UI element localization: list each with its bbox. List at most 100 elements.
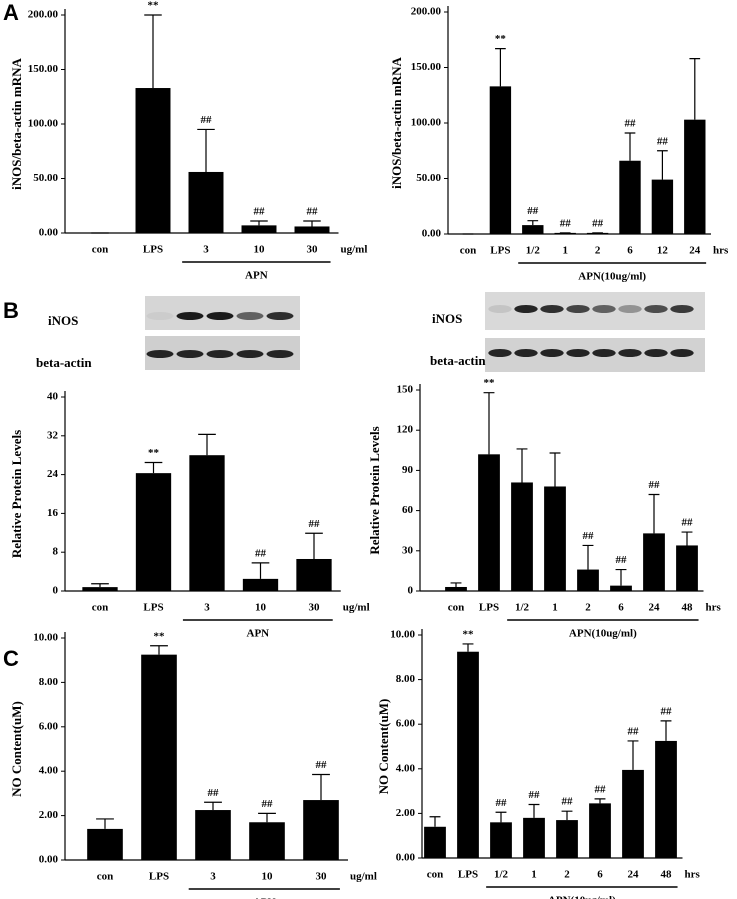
panel-label: B bbox=[3, 298, 19, 323]
error-bar bbox=[689, 58, 701, 120]
bar bbox=[619, 160, 641, 234]
annotation: ** bbox=[463, 628, 475, 640]
error-bar bbox=[660, 720, 672, 741]
blot-band bbox=[176, 312, 204, 320]
x-tick-label: 3 bbox=[204, 602, 210, 614]
annotation: ## bbox=[583, 530, 595, 542]
x-tick-label: 6 bbox=[597, 869, 603, 881]
x-tick-label: con bbox=[92, 244, 109, 256]
x-tick-label: 1/2 bbox=[494, 869, 509, 881]
y-tick-label: 200.00 bbox=[411, 6, 442, 18]
y-tick-label: 50.00 bbox=[33, 172, 58, 184]
annotation: ## bbox=[307, 206, 319, 218]
bar bbox=[490, 822, 512, 858]
bar bbox=[457, 651, 479, 858]
group-label: APN bbox=[245, 270, 268, 282]
error-bar bbox=[681, 531, 693, 546]
bar bbox=[87, 828, 123, 860]
y-axis-label: iNOS/beta-actin mRNA bbox=[389, 56, 404, 188]
x-tick-label: LPS bbox=[149, 871, 169, 883]
blot-band bbox=[618, 349, 642, 357]
x-tick-label: LPS bbox=[490, 245, 510, 257]
x-tick-label: 3 bbox=[210, 871, 216, 883]
annotation: ** bbox=[495, 33, 507, 45]
y-tick-label: 100.00 bbox=[411, 117, 442, 129]
error-bar bbox=[258, 812, 276, 823]
bar bbox=[242, 578, 279, 591]
annotation: ## bbox=[254, 206, 266, 218]
y-tick-label: 0.00 bbox=[39, 854, 59, 866]
y-tick-label: 90 bbox=[402, 464, 414, 476]
annotation: ## bbox=[255, 547, 267, 559]
y-tick-label: 120 bbox=[397, 424, 414, 436]
blot-band bbox=[236, 350, 264, 358]
unit-label: ug/ml bbox=[350, 871, 377, 883]
bar bbox=[424, 826, 446, 858]
error-bar bbox=[594, 798, 606, 804]
error-bar bbox=[312, 773, 330, 801]
blot-band bbox=[540, 305, 564, 313]
x-tick-label: 10 bbox=[255, 602, 267, 614]
blot-band bbox=[566, 305, 590, 313]
bar bbox=[522, 225, 544, 234]
y-tick-label: 4.00 bbox=[39, 765, 59, 777]
error-bar bbox=[198, 433, 216, 456]
bar bbox=[544, 486, 566, 591]
y-axis-label: iNOS/beta-actin mRNA bbox=[9, 57, 24, 189]
y-axis-label: NO Content(uM) bbox=[376, 699, 391, 795]
unit-label: ug/ml bbox=[341, 244, 368, 256]
bar bbox=[296, 558, 332, 591]
error-bar bbox=[429, 816, 441, 827]
unit-label: hrs bbox=[706, 602, 722, 614]
group-label: APN(10ug/ml) bbox=[569, 628, 637, 640]
y-tick-label: 8.00 bbox=[39, 676, 59, 688]
annotation: ## bbox=[560, 217, 572, 229]
y-tick-label: 8.00 bbox=[396, 673, 416, 685]
unit-label: ug/ml bbox=[343, 602, 370, 614]
y-tick-label: 100.00 bbox=[28, 118, 59, 130]
blot-label: iNOS bbox=[432, 311, 462, 326]
annotation: ## bbox=[262, 798, 274, 810]
blot-band bbox=[514, 305, 538, 313]
error-bar bbox=[197, 128, 215, 172]
y-tick-label: 200.00 bbox=[28, 9, 59, 21]
x-tick-label: LPS bbox=[143, 244, 163, 256]
x-tick-label: 2 bbox=[585, 602, 591, 614]
blot-band bbox=[592, 305, 616, 313]
annotation: ## bbox=[527, 205, 539, 217]
blot-band bbox=[540, 349, 564, 357]
error-bar bbox=[495, 48, 506, 87]
y-tick-label: 10.00 bbox=[390, 629, 415, 641]
annotation: ## bbox=[529, 789, 541, 801]
x-tick-label: 48 bbox=[661, 869, 673, 881]
group-label: APN(10ug/ml) bbox=[578, 271, 646, 283]
bar bbox=[651, 179, 674, 234]
group-label: APN(10ug/ml) bbox=[548, 895, 616, 899]
x-tick-label: con bbox=[448, 602, 465, 614]
annotation: ## bbox=[649, 479, 661, 491]
error-bar bbox=[303, 220, 321, 227]
annotation: ## bbox=[201, 114, 213, 126]
error-bar bbox=[516, 448, 528, 483]
blot-band bbox=[670, 349, 694, 357]
error-bar bbox=[657, 150, 668, 180]
error-bar bbox=[144, 461, 163, 474]
x-tick-label: 2 bbox=[564, 869, 570, 881]
group-label: APN bbox=[253, 897, 276, 899]
bar bbox=[135, 88, 171, 233]
x-tick-label: con bbox=[460, 245, 477, 257]
blot-band bbox=[176, 350, 204, 358]
y-tick-label: 0 bbox=[408, 585, 414, 597]
annotation: ** bbox=[154, 630, 166, 642]
x-tick-label: 2 bbox=[595, 245, 601, 257]
error-bar bbox=[462, 643, 474, 652]
group-label: APN bbox=[247, 628, 270, 640]
blot-band bbox=[566, 349, 590, 357]
blot-band bbox=[206, 350, 234, 358]
blot-band bbox=[206, 312, 234, 320]
blot-band bbox=[644, 305, 668, 313]
x-tick-label: 1 bbox=[552, 602, 558, 614]
bar bbox=[643, 533, 665, 591]
error-bar bbox=[204, 801, 222, 811]
